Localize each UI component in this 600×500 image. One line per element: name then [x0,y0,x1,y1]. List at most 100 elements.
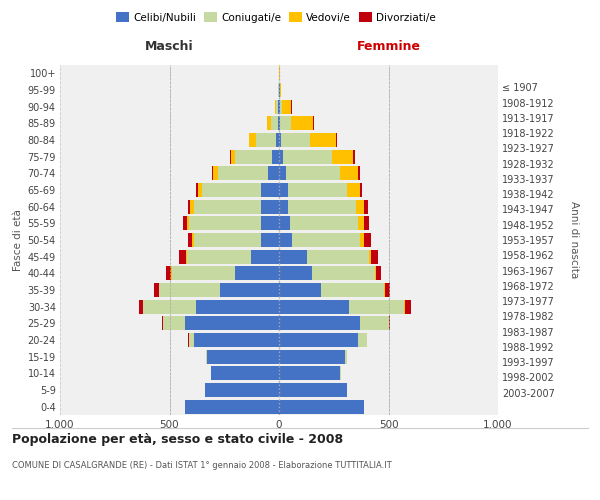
Bar [267,116,271,130]
Bar [278,116,279,130]
Bar [205,383,279,397]
Bar [189,216,262,230]
Bar [250,133,256,147]
Bar [202,183,262,197]
Bar [312,266,376,280]
Bar [404,300,405,314]
Bar [292,233,360,247]
Bar [307,250,369,264]
Bar [369,250,371,264]
Bar [320,283,384,297]
Bar [279,350,344,364]
Bar [163,316,185,330]
Bar [154,283,158,297]
Bar [206,350,207,364]
Bar [262,216,279,230]
Bar [235,150,272,164]
Bar [268,166,279,180]
Bar [279,383,347,397]
Bar [283,150,332,164]
Bar [405,300,412,314]
Bar [194,200,262,214]
Legend: Celibi/Nubili, Coniugati/e, Vedovi/e, Divorziati/e: Celibi/Nubili, Coniugati/e, Vedovi/e, Di… [115,10,437,24]
Bar [360,233,364,247]
Text: Femmine: Femmine [356,40,421,54]
Bar [282,100,291,114]
Bar [190,200,194,214]
Bar [288,183,347,197]
Bar [230,150,231,164]
Bar [185,316,279,330]
Bar [182,216,187,230]
Bar [279,216,290,230]
Bar [358,166,360,180]
Bar [189,333,194,347]
Bar [279,333,358,347]
Bar [187,216,189,230]
Y-axis label: Fasce di età: Fasce di età [13,209,23,271]
Bar [279,116,280,130]
Bar [162,316,163,330]
Bar [279,133,281,147]
Bar [364,233,371,247]
Bar [279,166,286,180]
Bar [279,266,312,280]
Bar [279,300,349,314]
Bar [186,250,187,264]
Bar [188,200,190,214]
Y-axis label: Anni di nascita: Anni di nascita [569,202,579,278]
Bar [281,133,310,147]
Bar [187,250,251,264]
Bar [279,366,340,380]
Bar [170,266,172,280]
Bar [279,283,320,297]
Bar [139,300,143,314]
Bar [279,400,364,414]
Bar [275,100,276,114]
Bar [166,266,170,280]
Bar [262,200,279,214]
Bar [185,400,279,414]
Bar [231,150,235,164]
Bar [214,166,218,180]
Bar [276,133,279,147]
Bar [262,233,279,247]
Bar [279,250,307,264]
Bar [313,116,314,130]
Bar [279,150,283,164]
Bar [212,166,214,180]
Bar [188,233,193,247]
Bar [290,216,358,230]
Bar [194,333,279,347]
Bar [364,216,369,230]
Bar [278,100,279,114]
Text: Popolazione per età, sesso e stato civile - 2008: Popolazione per età, sesso e stato civil… [12,432,343,446]
Bar [196,300,279,314]
Bar [218,166,268,180]
Bar [280,100,282,114]
Bar [235,266,279,280]
Bar [376,266,381,280]
Bar [279,316,360,330]
Bar [360,316,389,330]
Bar [220,283,279,297]
Bar [310,133,336,147]
Bar [280,83,281,97]
Bar [211,366,279,380]
Bar [272,150,279,164]
Bar [251,250,279,264]
Bar [371,250,377,264]
Bar [280,116,291,130]
Text: COMUNE DI CASALGRANDE (RE) - Dati ISTAT 1° gennaio 2008 - Elaborazione TUTTITALI: COMUNE DI CASALGRANDE (RE) - Dati ISTAT … [12,460,392,469]
Bar [179,250,186,264]
Bar [336,133,337,147]
Bar [196,183,198,197]
Bar [143,300,196,314]
Bar [262,183,279,197]
Bar [358,333,367,347]
Bar [358,216,364,230]
Bar [385,283,389,297]
Bar [198,183,202,197]
Bar [279,233,292,247]
Bar [332,150,353,164]
